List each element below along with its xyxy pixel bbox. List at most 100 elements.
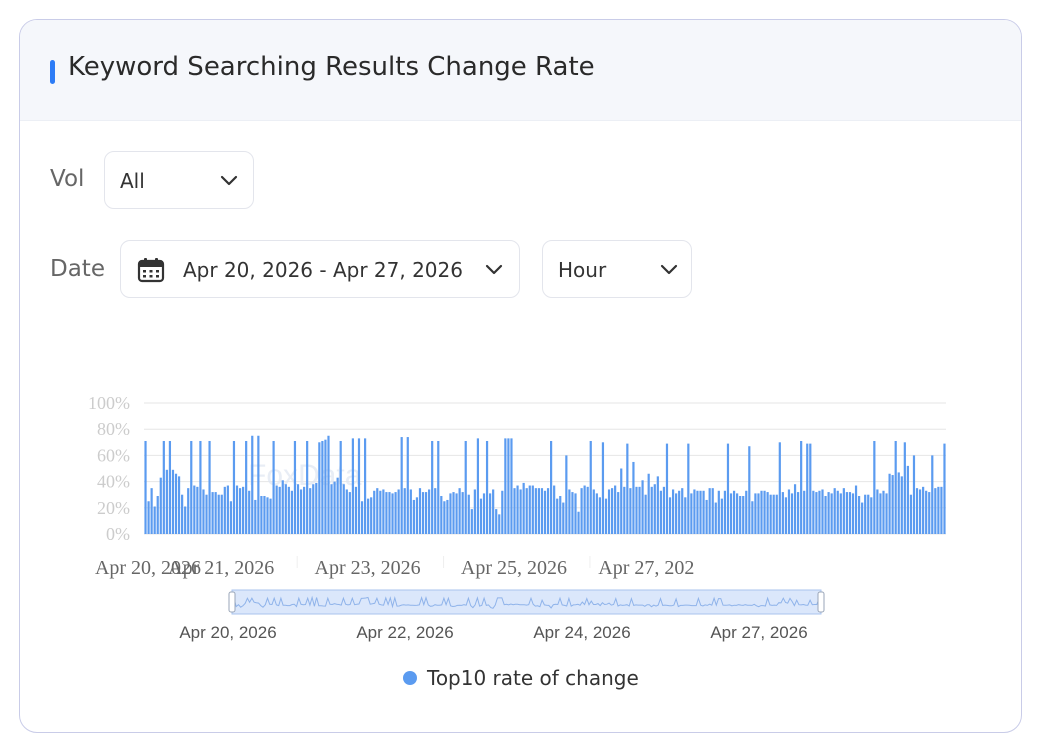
bar[interactable] — [522, 482, 525, 534]
bar[interactable] — [726, 443, 730, 534]
bar[interactable] — [891, 475, 894, 534]
bar[interactable] — [181, 494, 184, 534]
bar[interactable] — [354, 486, 358, 534]
bar[interactable] — [403, 488, 406, 534]
bar[interactable] — [315, 482, 318, 534]
bar[interactable] — [498, 514, 501, 534]
bar[interactable] — [296, 484, 300, 534]
bar[interactable] — [470, 509, 473, 534]
bar[interactable] — [809, 443, 812, 534]
bar[interactable] — [275, 485, 278, 534]
bar[interactable] — [888, 473, 891, 534]
bar[interactable] — [446, 499, 449, 534]
bar[interactable] — [519, 489, 522, 534]
bar[interactable] — [306, 440, 309, 534]
bar[interactable] — [342, 484, 345, 534]
bar[interactable] — [793, 484, 797, 534]
bar[interactable] — [861, 502, 864, 534]
bar[interactable] — [662, 486, 666, 534]
bar[interactable] — [428, 489, 431, 534]
bar[interactable] — [690, 493, 693, 534]
bar[interactable] — [406, 437, 409, 534]
bar[interactable] — [656, 476, 659, 534]
bar[interactable] — [556, 498, 559, 534]
zoom-window[interactable] — [231, 589, 822, 615]
bar[interactable] — [235, 485, 239, 534]
bar[interactable] — [900, 476, 903, 534]
bar[interactable] — [388, 492, 391, 534]
bar[interactable] — [266, 497, 269, 534]
bar[interactable] — [915, 488, 919, 534]
bar[interactable] — [278, 486, 281, 534]
bar[interactable] — [742, 496, 745, 534]
bar[interactable] — [330, 484, 333, 534]
bar[interactable] — [668, 497, 672, 534]
bar[interactable] — [842, 488, 845, 534]
bar[interactable] — [394, 492, 397, 534]
bar[interactable] — [876, 489, 879, 534]
bar[interactable] — [720, 498, 723, 534]
bar[interactable] — [443, 501, 446, 534]
bar[interactable] — [696, 490, 699, 534]
bar[interactable] — [684, 497, 687, 534]
bar[interactable] — [629, 488, 632, 534]
bar[interactable] — [818, 490, 821, 534]
bar[interactable] — [928, 492, 931, 534]
bar[interactable] — [925, 490, 928, 534]
bar[interactable] — [476, 438, 480, 534]
bar[interactable] — [638, 486, 641, 534]
bar[interactable] — [223, 486, 226, 534]
bar[interactable] — [214, 492, 217, 534]
bar[interactable] — [745, 490, 748, 534]
bar[interactable] — [159, 477, 162, 534]
bar[interactable] — [482, 493, 486, 534]
bar[interactable] — [339, 440, 342, 534]
bar[interactable] — [833, 488, 836, 534]
date-range-picker[interactable]: Apr 20, 2026 - Apr 27, 2026 — [120, 240, 520, 298]
bar[interactable] — [504, 438, 507, 534]
bar[interactable] — [922, 486, 925, 534]
bar[interactable] — [620, 468, 623, 535]
bar[interactable] — [363, 438, 367, 534]
bar[interactable] — [284, 484, 287, 534]
bar[interactable] — [379, 490, 382, 534]
bar[interactable] — [867, 494, 870, 534]
bar[interactable] — [147, 501, 150, 534]
bar[interactable] — [553, 485, 556, 534]
bar[interactable] — [531, 485, 534, 534]
bar[interactable] — [626, 443, 629, 534]
bar[interactable] — [693, 489, 696, 534]
bar[interactable] — [238, 488, 242, 534]
bar[interactable] — [495, 509, 498, 534]
bar[interactable] — [452, 492, 455, 534]
bar[interactable] — [217, 494, 220, 534]
bar[interactable] — [854, 485, 858, 534]
bar[interactable] — [196, 486, 199, 534]
bar[interactable] — [653, 484, 656, 534]
bar[interactable] — [604, 498, 608, 534]
bar[interactable] — [812, 490, 815, 534]
bar[interactable] — [254, 499, 257, 534]
bar[interactable] — [449, 493, 452, 534]
bar[interactable] — [644, 494, 647, 534]
bar[interactable] — [232, 440, 236, 534]
bar[interactable] — [412, 499, 415, 534]
bar[interactable] — [418, 488, 422, 534]
bar[interactable] — [589, 440, 592, 534]
bar[interactable] — [281, 480, 284, 534]
bar[interactable] — [736, 493, 739, 534]
bar[interactable] — [699, 490, 702, 534]
bar[interactable] — [772, 494, 775, 534]
bar[interactable] — [784, 497, 788, 534]
bar[interactable] — [144, 440, 147, 534]
bar[interactable] — [769, 494, 772, 534]
bar[interactable] — [263, 496, 266, 534]
bar[interactable] — [641, 480, 644, 534]
bar[interactable] — [516, 485, 519, 534]
bar[interactable] — [415, 497, 419, 534]
bar[interactable] — [528, 485, 531, 534]
bar[interactable] — [437, 440, 440, 534]
bar[interactable] — [681, 488, 684, 534]
bar[interactable] — [598, 497, 601, 534]
bar[interactable] — [732, 490, 736, 534]
